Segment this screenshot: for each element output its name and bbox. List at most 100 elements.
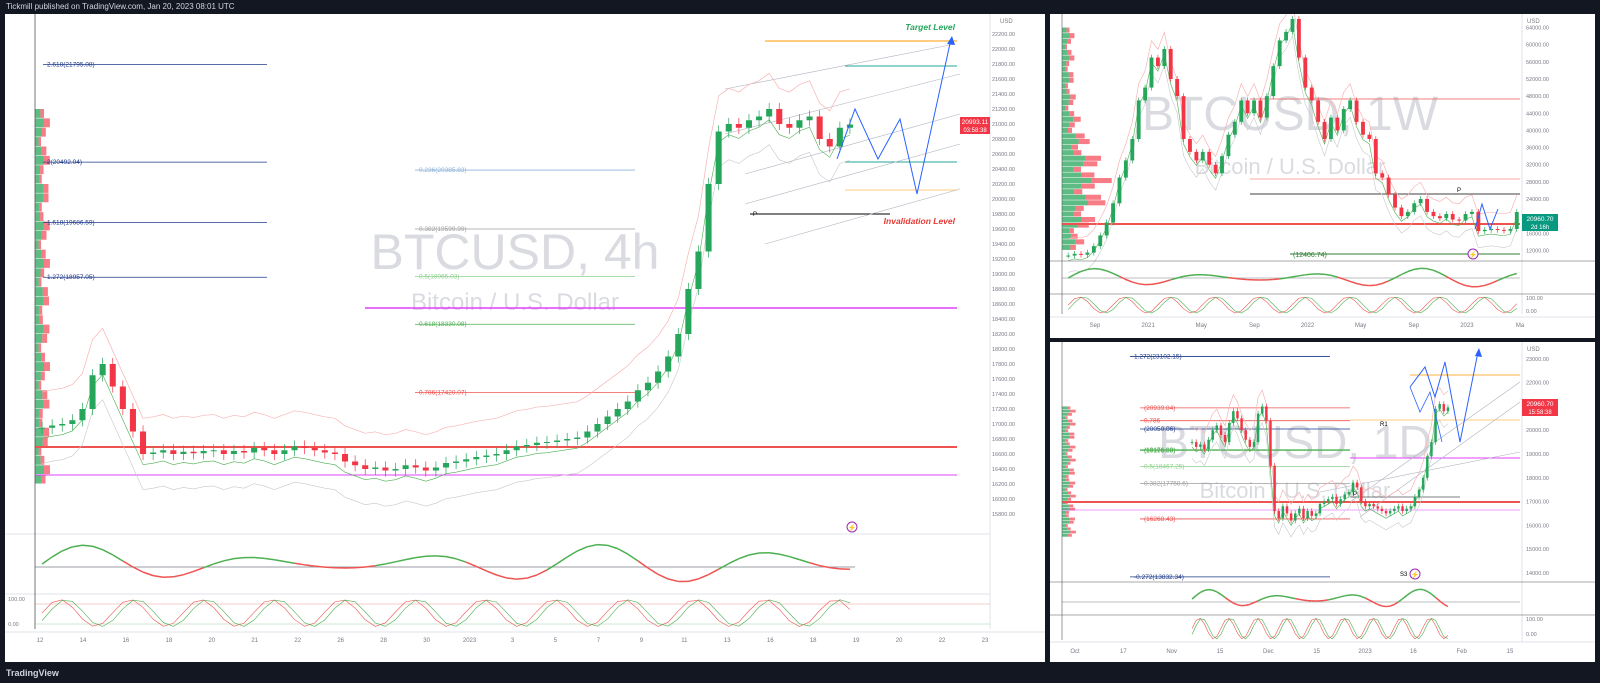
- volume-bar-up: [1062, 471, 1070, 475]
- volume-bar-up: [1062, 409, 1071, 413]
- volume-bar-down: [1070, 94, 1076, 100]
- event-lightning-icon[interactable]: [1467, 248, 1479, 260]
- volume-bar-down: [1065, 439, 1069, 442]
- candle-body: [1207, 151, 1212, 165]
- candle-body: [1335, 117, 1340, 131]
- volume-bar-up: [1062, 468, 1070, 472]
- chart-1w-svg[interactable]: BTCUSD, 1W Bitcoin / U.S. Dollar (12406.…: [1050, 14, 1595, 338]
- oscillator-segment: [1401, 270, 1409, 276]
- volume-bar-up: [35, 184, 44, 193]
- volume-bar-up: [35, 296, 44, 306]
- price-tick-label: 17000.00: [992, 422, 1015, 428]
- fib-level-label: 0.786(17420.07): [419, 389, 467, 396]
- volume-bar-up: [1062, 66, 1066, 72]
- chart-pane-1w[interactable]: BTCUSD, 1W Bitcoin / U.S. Dollar (12406.…: [1050, 14, 1595, 338]
- candle-body: [1348, 100, 1353, 109]
- volume-bar-up: [1062, 475, 1066, 478]
- price-tick-label: 20800.00: [992, 137, 1015, 143]
- price-tick-label: 36000.00: [1526, 146, 1549, 152]
- oscillator-segment: [1375, 282, 1383, 286]
- volume-bar-down: [39, 409, 43, 418]
- chart-1d-svg[interactable]: BTCUSD, 1D Bitcoin / U.S. Dollar P R1 1.…: [1050, 342, 1595, 662]
- candle-body: [341, 454, 349, 462]
- time-tick-label: 2023: [1460, 323, 1474, 329]
- oscillator-segment: [1292, 275, 1300, 278]
- candle-body: [1457, 219, 1462, 221]
- oscillator-segment: [1132, 281, 1139, 285]
- volume-bar-up: [1062, 491, 1068, 495]
- time-axis[interactable]: Sep 2021 May Sep 2022 May Sep 2023 Ma: [1090, 323, 1525, 329]
- oscillator-segment: [112, 554, 124, 562]
- candle-body: [1322, 501, 1326, 504]
- chart-pane-4h[interactable]: BTCUSD, 4h Bitcoin / U.S. Dollar 2.618(2…: [5, 14, 1045, 662]
- volume-bar-up: [35, 324, 44, 334]
- volume-bar-up: [1062, 27, 1067, 33]
- volume-bar-up: [1062, 533, 1068, 537]
- time-axis[interactable]: 12 14 16 18 20 21 22 26 28 30 2023 3 5 7 9 11 13 16 18 19 20…: [37, 638, 989, 644]
- volume-bar-up: [35, 305, 40, 315]
- price-tick-label: 28000.00: [1526, 180, 1549, 186]
- candle-body: [311, 448, 318, 451]
- candle-body: [89, 375, 96, 409]
- volume-bar-down: [1066, 61, 1070, 67]
- oscillator-segment: [314, 565, 325, 568]
- candle-body: [1248, 439, 1252, 447]
- oscillator-segment: [142, 571, 154, 577]
- oscillator-segment: [1234, 277, 1242, 280]
- oscillator-segment: [1209, 274, 1216, 277]
- candle-body: [1309, 87, 1314, 101]
- volume-bar-up: [1062, 178, 1092, 184]
- volume-bar-up: [1062, 455, 1068, 459]
- oscillator-segment: [193, 566, 204, 573]
- event-lightning-icon[interactable]: [1409, 568, 1421, 580]
- tradingview-logo[interactable]: TradingView: [6, 668, 59, 678]
- time-tick-label: 17: [1120, 649, 1127, 655]
- candle-body: [1117, 177, 1122, 204]
- event-lightning-icon[interactable]: [846, 521, 858, 533]
- volume-bar-down: [1065, 429, 1069, 433]
- volume-bar-down: [1068, 484, 1074, 488]
- watermark-symbol: BTCUSD, 1W: [1142, 88, 1439, 141]
- time-axis[interactable]: Oct 17 Nov 15 Dec 15 2023 16 Feb 15: [1070, 649, 1514, 655]
- volume-bar-down: [43, 184, 49, 193]
- price-axis[interactable]: 22200.00 22000.00 21800.00 21600.00 21400.00…: [992, 32, 1015, 518]
- oscillator-segment: [1257, 598, 1263, 602]
- price-tick-label: 17800.00: [992, 362, 1015, 368]
- candle-body: [1327, 499, 1330, 502]
- rsi-oscillator: [1067, 267, 1518, 288]
- oscillator-segment: [1426, 267, 1434, 272]
- volume-bar-up: [1062, 77, 1069, 83]
- volume-bar-down: [1066, 478, 1070, 482]
- oscillator-segment: [264, 557, 275, 561]
- candle-body: [1310, 511, 1313, 516]
- candle-body: [1373, 139, 1378, 174]
- chart-4h-svg[interactable]: BTCUSD, 4h Bitcoin / U.S. Dollar 2.618(2…: [5, 14, 1045, 662]
- candle-body: [1380, 508, 1384, 512]
- candle-body: [846, 124, 853, 128]
- volume-bar-down: [1065, 452, 1068, 455]
- oscillator-segment: [526, 574, 538, 579]
- candle-body: [1190, 442, 1194, 444]
- candle-body: [1482, 229, 1487, 232]
- price-axis[interactable]: 23000.0022000.0021000.0020000.0019000.00…: [1526, 357, 1549, 577]
- volume-bar-up: [35, 437, 43, 446]
- volume-bar-down: [38, 380, 42, 390]
- volume-bar-up: [1062, 55, 1070, 61]
- candle-body: [1514, 212, 1519, 229]
- candle-body: [1162, 49, 1167, 67]
- candle-body: [1227, 423, 1231, 443]
- volume-bar-down: [1073, 211, 1082, 217]
- chart-pane-1d[interactable]: BTCUSD, 1D Bitcoin / U.S. Dollar P R1 1.…: [1050, 342, 1595, 662]
- volume-bar-down: [38, 277, 42, 287]
- oscillator-segment: [1389, 603, 1395, 607]
- oscillator-segment: [1199, 589, 1205, 594]
- candle-body: [1502, 229, 1506, 231]
- oscillator-segment: [769, 552, 780, 555]
- candle-body: [1302, 508, 1305, 519]
- volume-bar-down: [1065, 44, 1068, 50]
- oscillator-segment: [1087, 267, 1094, 271]
- rsi-oscillator: [1191, 588, 1449, 608]
- volume-bar-down: [1070, 458, 1076, 462]
- time-tick-label: 30: [423, 638, 430, 644]
- volume-bar-down: [1091, 178, 1112, 184]
